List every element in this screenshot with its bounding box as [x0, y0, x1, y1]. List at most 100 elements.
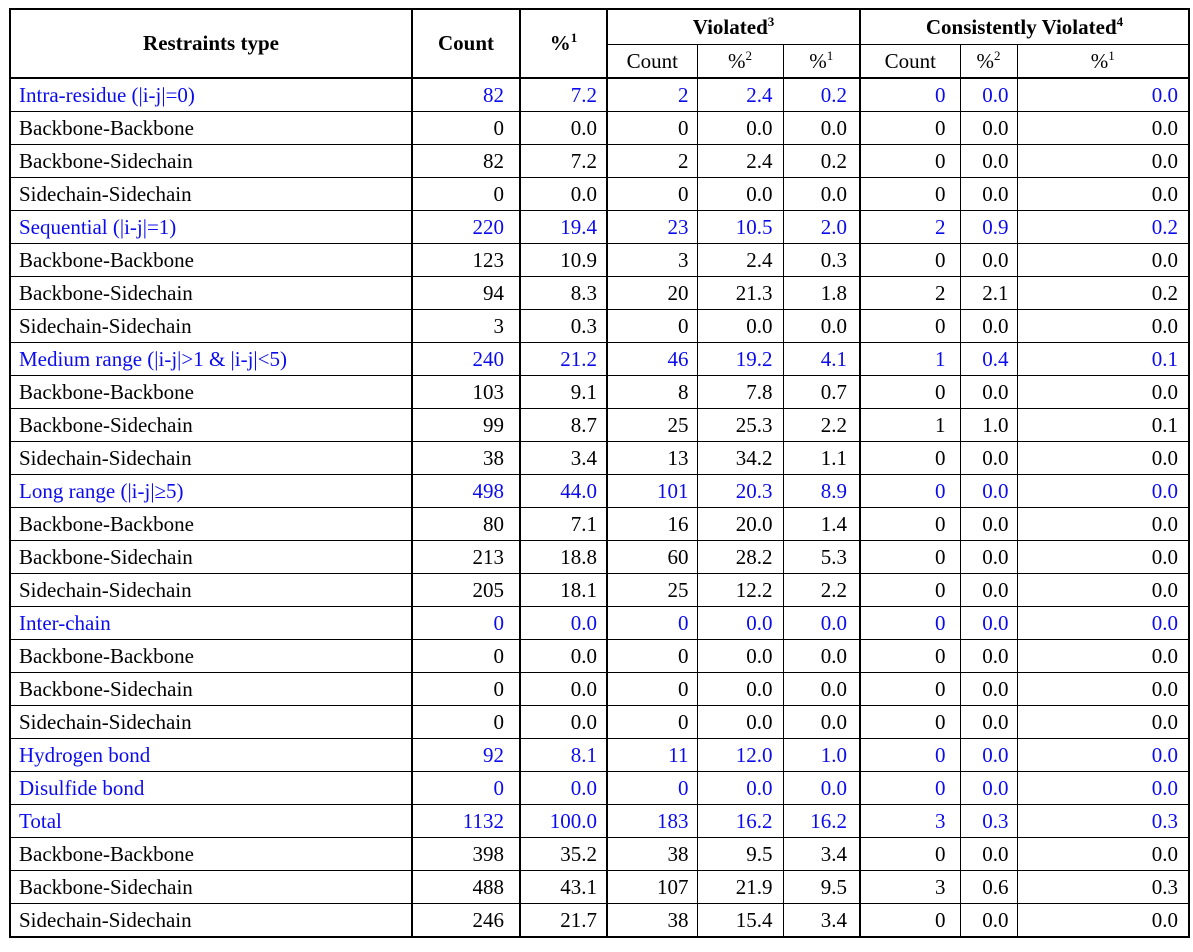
cell-pct1: 7.2 — [519, 144, 608, 178]
cell-consistently-pct2: 0.0 — [959, 144, 1018, 178]
cell-violated-count: 0 — [606, 771, 698, 805]
cell-violated-pct1: 3.4 — [782, 903, 861, 938]
table-row-section: Medium range (|i-j|>1 & |i-j|<5) 240 21.2 4… — [9, 342, 1190, 376]
table-row-section: Total 1132 100.0 183 16.2 16.2 3 0.3 0.3 — [9, 804, 1190, 838]
table-row: Backbone-Sidechain 82 7.2 2 2.4 0.2 0 0.0 0.0 — [9, 144, 1190, 178]
cell-violated-pct2: 0.0 — [696, 672, 784, 706]
cell-restraints-type: Medium range (|i-j|>1 & |i-j|<5) — [9, 342, 413, 376]
table-row-section: Intra-residue (|i-j|=0) 82 7.2 2 2.4 0.2 0 0.0 0… — [9, 77, 1190, 112]
cell-restraints-type: Total — [9, 804, 413, 838]
cell-restraints-type: Inter-chain — [9, 606, 413, 640]
table-row: Sidechain-Sidechain 0 0.0 0 0.0 0.0 0 0.0 0.0 — [9, 177, 1190, 211]
cell-count: 3 — [411, 309, 521, 343]
cell-count: 82 — [411, 77, 521, 112]
cell-violated-pct1: 2.2 — [782, 408, 861, 442]
footnote-marker-1: 1 — [1108, 47, 1115, 63]
cell-consistently-count: 0 — [859, 705, 961, 739]
cell-restraints-type: Hydrogen bond — [9, 738, 413, 772]
cell-pct1: 44.0 — [519, 474, 608, 508]
cell-violated-pct1: 1.0 — [782, 738, 861, 772]
cell-restraints-type: Sidechain-Sidechain — [9, 705, 413, 739]
table-row: Backbone-Sidechain 0 0.0 0 0.0 0.0 0 0.0 0.0 — [9, 672, 1190, 706]
cell-consistently-pct1: 0.0 — [1016, 474, 1190, 508]
col-group-consistently-violated: Consistently Violated4 — [859, 8, 1190, 45]
cell-count: 92 — [411, 738, 521, 772]
cell-violated-count: 13 — [606, 441, 698, 475]
cell-pct1: 0.0 — [519, 606, 608, 640]
cell-consistently-pct1: 0.0 — [1016, 177, 1190, 211]
cell-violated-count: 0 — [606, 672, 698, 706]
cell-consistently-pct2: 0.9 — [959, 210, 1018, 244]
col-header-count: Count — [411, 8, 521, 79]
percent-sign: % — [727, 48, 746, 73]
cell-consistently-pct1: 0.0 — [1016, 606, 1190, 640]
cell-violated-pct1: 0.0 — [782, 606, 861, 640]
table-header: Restraints type Count %1 Violated3 Consi… — [9, 8, 1190, 79]
cell-consistently-count: 0 — [859, 738, 961, 772]
cell-consistently-pct2: 0.0 — [959, 606, 1018, 640]
cell-violated-count: 0 — [606, 705, 698, 739]
cell-consistently-count: 0 — [859, 177, 961, 211]
cell-restraints-type: Backbone-Sidechain — [9, 540, 413, 574]
cell-violated-count: 25 — [606, 573, 698, 607]
cell-pct1: 35.2 — [519, 837, 608, 871]
cell-consistently-pct1: 0.0 — [1016, 375, 1190, 409]
cell-count: 240 — [411, 342, 521, 376]
cell-consistently-count: 0 — [859, 77, 961, 112]
cell-restraints-type: Sidechain-Sidechain — [9, 441, 413, 475]
table-body: Intra-residue (|i-j|=0) 82 7.2 2 2.4 0.2 0 0.0 0… — [9, 77, 1190, 938]
cell-pct1: 8.3 — [519, 276, 608, 310]
cell-pct1: 8.7 — [519, 408, 608, 442]
footnote-marker-2: 2 — [745, 47, 752, 63]
cell-pct1: 21.7 — [519, 903, 608, 938]
cell-consistently-count: 0 — [859, 540, 961, 574]
cell-count: 103 — [411, 375, 521, 409]
cell-violated-pct1: 1.8 — [782, 276, 861, 310]
cell-violated-pct1: 2.0 — [782, 210, 861, 244]
cell-consistently-pct2: 0.0 — [959, 573, 1018, 607]
cell-consistently-pct2: 0.0 — [959, 738, 1018, 772]
header-row-subcolumns: Count %2 %1 Count %2 %1 — [10, 44, 1190, 79]
table-row: Backbone-Backbone 0 0.0 0 0.0 0.0 0 0.0 0.0 — [9, 111, 1190, 145]
table-row-section: Disulfide bond 0 0.0 0 0.0 0.0 0 0.0 0.0 — [9, 771, 1190, 805]
cell-consistently-pct1: 0.0 — [1016, 771, 1190, 805]
cell-violated-pct2: 0.0 — [696, 606, 784, 640]
cell-consistently-pct1: 0.3 — [1016, 870, 1190, 904]
cell-violated-pct2: 12.0 — [696, 738, 784, 772]
cell-violated-pct2: 19.2 — [696, 342, 784, 376]
cell-violated-count: 2 — [606, 77, 698, 112]
cell-consistently-pct1: 0.0 — [1016, 77, 1190, 112]
cell-consistently-pct2: 0.0 — [959, 375, 1018, 409]
cell-consistently-pct1: 0.3 — [1016, 804, 1190, 838]
cell-violated-pct1: 3.4 — [782, 837, 861, 871]
cell-consistently-count: 0 — [859, 507, 961, 541]
cell-consistently-pct2: 0.0 — [959, 705, 1018, 739]
col-header-consistently-pct1: %1 — [1016, 44, 1190, 79]
footnote-marker-2: 2 — [993, 47, 1001, 63]
footnote-marker-1: 1 — [826, 47, 834, 63]
cell-violated-count: 0 — [606, 111, 698, 145]
cell-violated-count: 16 — [606, 507, 698, 541]
cell-consistently-pct1: 0.0 — [1016, 144, 1190, 178]
cell-count: 38 — [411, 441, 521, 475]
cell-consistently-pct1: 0.2 — [1016, 210, 1190, 244]
cell-consistently-count: 0 — [859, 111, 961, 145]
cell-consistently-pct2: 0.4 — [959, 342, 1018, 376]
cell-consistently-count: 0 — [859, 672, 961, 706]
table-row: Backbone-Backbone 80 7.1 16 20.0 1.4 0 0.0 0.0 — [9, 507, 1190, 541]
col-header-violated-pct2: %2 — [696, 44, 784, 79]
cell-restraints-type: Backbone-Sidechain — [9, 870, 413, 904]
cell-violated-count: 60 — [606, 540, 698, 574]
group-label-violated: Violated — [692, 14, 768, 39]
cell-restraints-type: Backbone-Sidechain — [9, 144, 413, 178]
cell-violated-pct1: 0.7 — [782, 375, 861, 409]
cell-consistently-pct2: 0.0 — [959, 507, 1018, 541]
table-row: Sidechain-Sidechain 205 18.1 25 12.2 2.2 0 0.0 0… — [9, 573, 1190, 607]
cell-violated-pct2: 0.0 — [696, 639, 784, 673]
table-row: Sidechain-Sidechain 0 0.0 0 0.0 0.0 0 0.0 0.0 — [9, 705, 1190, 739]
cell-restraints-type: Backbone-Backbone — [9, 111, 413, 145]
cell-consistently-pct1: 0.0 — [1016, 309, 1190, 343]
cell-consistently-count: 0 — [859, 771, 961, 805]
cell-pct1: 7.2 — [519, 77, 608, 112]
cell-consistently-count: 2 — [859, 276, 961, 310]
